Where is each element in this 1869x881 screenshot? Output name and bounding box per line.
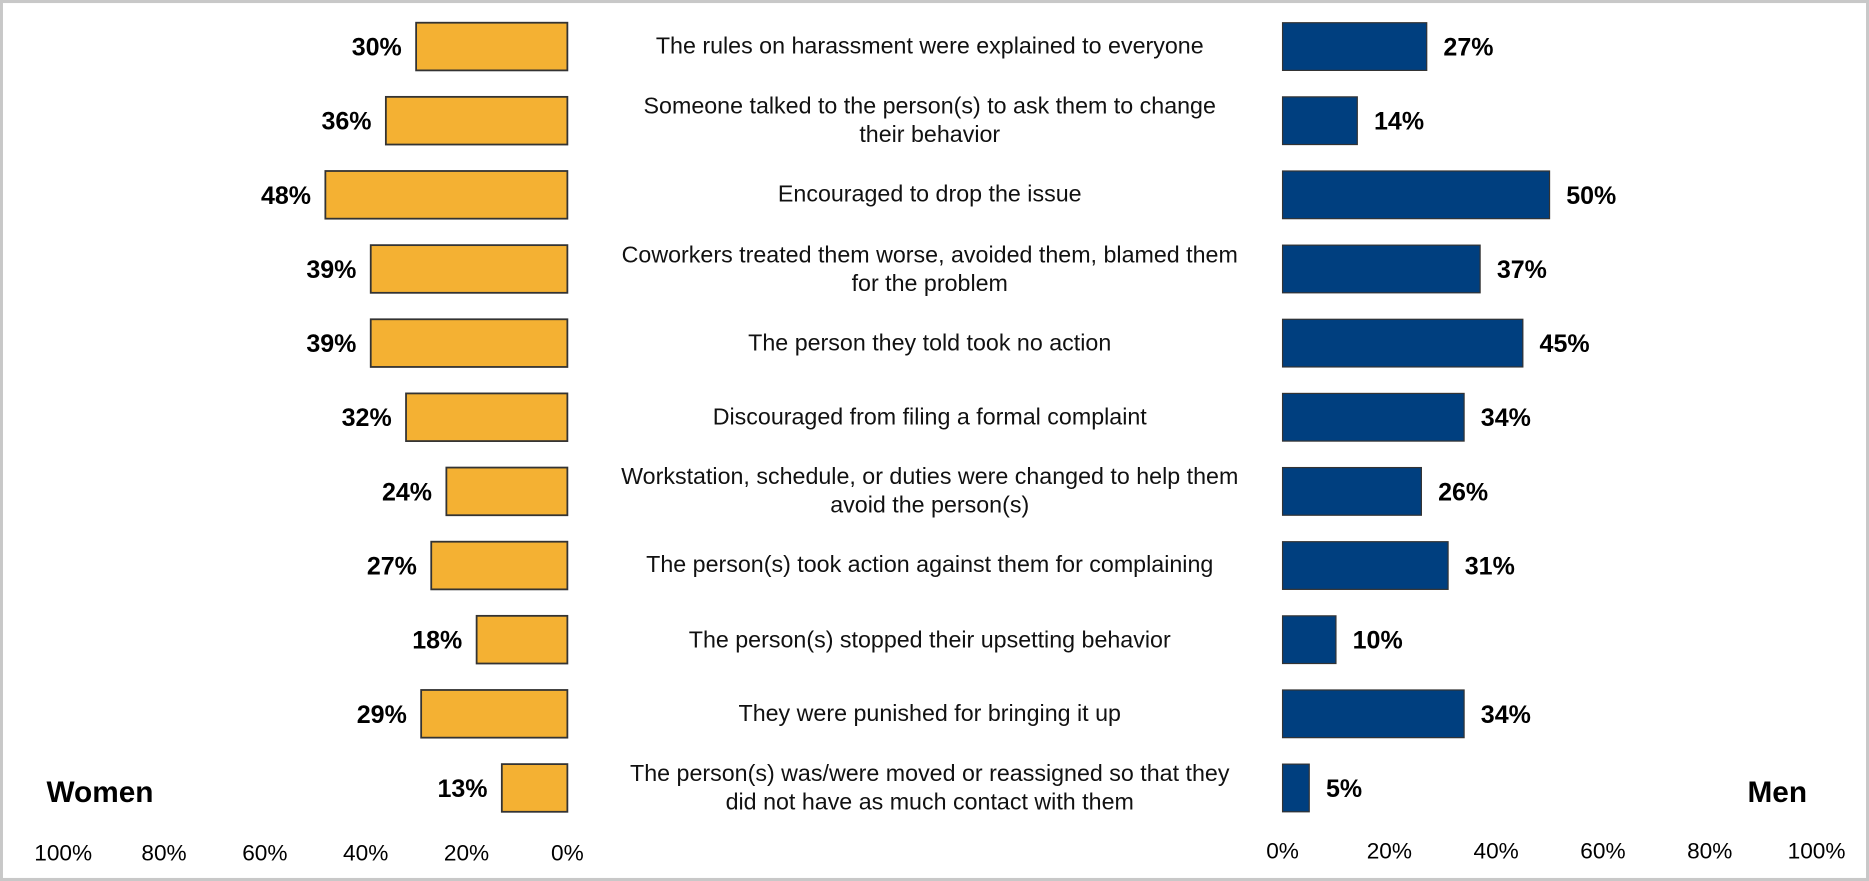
x-tick-label-left: 80% <box>141 841 186 866</box>
bar-women <box>475 614 569 665</box>
bar-men <box>1281 615 1337 665</box>
x-tick-label-left: 100% <box>34 841 92 866</box>
value-label: 29% <box>357 701 407 729</box>
value-label: 5% <box>1326 775 1362 803</box>
value-label: 50% <box>1566 182 1616 210</box>
category-label: They were punished for bringing it up <box>738 700 1121 727</box>
category-label-box: Workstation, schedule, or duties were ch… <box>621 463 1239 519</box>
category-label: Workstation, schedule, or duties were ch… <box>621 463 1239 519</box>
bar-men <box>1281 392 1465 442</box>
value-label: 32% <box>342 404 392 432</box>
category-label: The person they told took no action <box>748 330 1112 357</box>
category-label-box: The person(s) took action against them f… <box>646 552 1214 579</box>
bar-men <box>1281 541 1449 590</box>
bar-men <box>1281 318 1524 368</box>
category-label: The person(s) took action against them f… <box>646 552 1214 579</box>
series-label: Men <box>1747 776 1807 809</box>
category-label: Encouraged to drop the issue <box>777 181 1082 208</box>
value-label: 18% <box>412 627 462 655</box>
x-tick-label-left: 60% <box>242 841 287 866</box>
bar-men <box>1281 170 1551 220</box>
category-label-box: The person(s) was/were moved or reassign… <box>630 760 1230 816</box>
category-label-box: The rules on harassment were explained t… <box>655 33 1204 60</box>
value-label: 26% <box>1438 478 1488 506</box>
bar-women <box>415 21 569 72</box>
x-tick-label-right: 20% <box>1367 838 1412 863</box>
x-tick-label-right: 0% <box>1266 838 1299 863</box>
bar-men <box>1281 763 1310 813</box>
x-tick-label-left: 0% <box>551 841 584 866</box>
value-label: 14% <box>1374 108 1424 136</box>
category-label: The rules on harassment were explained t… <box>655 33 1204 60</box>
value-label: 27% <box>367 553 417 581</box>
value-label: 48% <box>261 182 311 210</box>
value-label: 13% <box>437 775 487 803</box>
bar-men <box>1281 689 1465 739</box>
bar-men <box>1281 96 1358 146</box>
bar-women <box>420 689 569 739</box>
bar-women <box>384 95 569 146</box>
bar-women <box>445 466 569 517</box>
value-label: 24% <box>382 478 432 506</box>
x-tick-label-right: 60% <box>1580 838 1625 863</box>
bar-women <box>324 170 569 220</box>
value-label: 30% <box>352 34 402 62</box>
category-label-box: Someone talked to the person(s) to ask t… <box>643 93 1216 149</box>
x-tick-label-right: 100% <box>1788 838 1846 863</box>
value-label: 34% <box>1481 404 1531 432</box>
value-label: 37% <box>1497 256 1547 284</box>
bar-women <box>405 392 569 442</box>
x-tick-label-left: 40% <box>343 841 388 866</box>
bar-women <box>369 244 569 294</box>
value-label: 39% <box>306 330 356 358</box>
bar-men <box>1281 22 1428 71</box>
value-label: 34% <box>1481 701 1531 729</box>
category-label: Discouraged from filing a formal complai… <box>712 404 1147 431</box>
category-label-box: They were punished for bringing it up <box>738 700 1121 727</box>
category-label-box: Coworkers treated them worse, avoided th… <box>621 241 1238 297</box>
category-label: The person(s) was/were moved or reassign… <box>630 760 1230 816</box>
value-label: 31% <box>1465 553 1515 581</box>
bar-women <box>369 318 569 368</box>
x-tick-label-right: 80% <box>1687 838 1732 863</box>
bar-women <box>430 540 569 591</box>
bar-men <box>1281 466 1422 516</box>
x-tick-label-left: 20% <box>444 841 489 866</box>
category-label: Coworkers treated them worse, avoided th… <box>621 241 1238 297</box>
value-label: 27% <box>1443 34 1493 62</box>
value-label: 10% <box>1353 627 1403 655</box>
category-label: The person(s) stopped their upsetting be… <box>688 626 1171 653</box>
series-label: Women <box>46 776 153 809</box>
value-label: 36% <box>321 108 371 136</box>
x-tick-label-right: 40% <box>1474 838 1519 863</box>
category-label-box: The person(s) stopped their upsetting be… <box>688 626 1171 653</box>
value-label: 45% <box>1540 330 1590 358</box>
category-label-box: The person they told took no action <box>748 330 1112 357</box>
value-label: 39% <box>306 256 356 284</box>
category-label-box: Discouraged from filing a formal complai… <box>712 404 1147 431</box>
category-label-box: Encouraged to drop the issue <box>777 181 1082 208</box>
category-label: Someone talked to the person(s) to ask t… <box>643 93 1216 149</box>
bar-women <box>500 763 569 813</box>
bar-men <box>1281 244 1481 294</box>
